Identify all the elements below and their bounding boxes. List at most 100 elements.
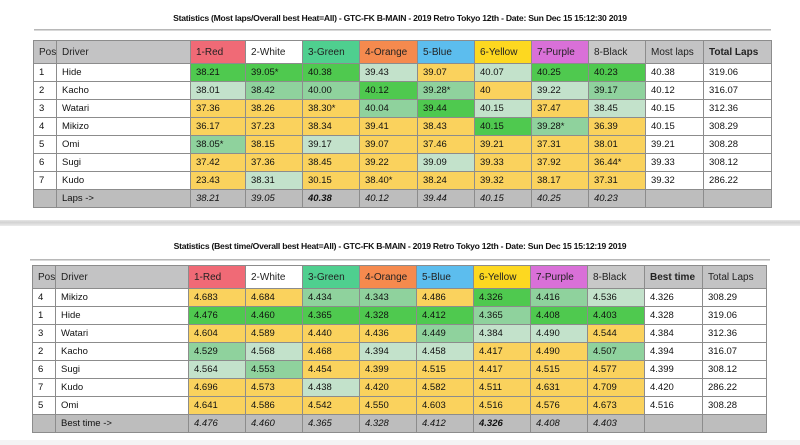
heat-cell: 39.32 [474, 171, 532, 190]
column-header-heat-5-blue[interactable]: 5-Blue [417, 40, 475, 64]
most-laps-table: Pos Driver 1-Red 2-White 3-Green 4-Orange 5-Bl… [33, 40, 772, 208]
column-header-heat-8-black[interactable]: 8-Black [588, 40, 646, 64]
heat-cell: 4.576 [530, 396, 588, 415]
column-header-heat-6-yellow[interactable]: 6-Yellow [474, 40, 532, 64]
column-header-driver[interactable]: Driver [56, 40, 191, 64]
table-row: 3 Watari 37.36 38.26 38.30* 40.04 39.44 40.15 37… [33, 99, 772, 118]
heat-cell: 40.23 [588, 63, 646, 82]
heat-cell: 4.589 [245, 324, 303, 343]
heat-cell: 38.34 [302, 117, 360, 136]
heat-cell: 39.44 [417, 99, 475, 118]
footer-best-cell: 39.44 [417, 189, 475, 208]
pos-cell: 6 [33, 153, 57, 172]
heat-cell: 39.22 [531, 81, 589, 100]
footer-best-cell: 40.12 [359, 189, 418, 208]
footer-best-cell: 4.460 [245, 414, 303, 433]
pos-cell: 3 [33, 99, 57, 118]
pos-cell: 1 [32, 306, 56, 325]
table-row: 7 Kudo 4.696 4.573 4.438 4.420 4.582 4.511 4.631… [32, 378, 767, 397]
heat-cell: 37.42 [190, 153, 246, 172]
footer-blank-cell [703, 189, 772, 208]
column-header-heat-8-black[interactable]: 8-Black [587, 265, 645, 289]
summary-cell: 40.15 [645, 117, 704, 136]
heat-cell: 38.43 [417, 117, 475, 136]
title-divider [30, 259, 770, 260]
heat-cell: 38.45 [588, 99, 646, 118]
driver-cell: Mikizo [56, 117, 191, 136]
column-header-summary[interactable]: Best time [644, 265, 703, 289]
pos-cell: 7 [33, 171, 57, 190]
heat-cell: 38.01 [190, 81, 246, 100]
column-header-heat-1-red[interactable]: 1-Red [188, 265, 246, 289]
heat-cell: 39.09 [417, 153, 475, 172]
heat-cell: 4.641 [188, 396, 246, 415]
column-header-pos[interactable]: Pos [33, 40, 57, 64]
footer-best-cell: 39.05 [245, 189, 303, 208]
column-header-total-laps[interactable]: Total Laps [702, 265, 767, 289]
heat-cell: 4.434 [302, 288, 360, 307]
footer-best-cell: 4.365 [302, 414, 360, 433]
column-header-heat-5-blue[interactable]: 5-Blue [416, 265, 474, 289]
heat-cell: 37.46 [417, 135, 475, 154]
heat-cell: 38.40* [359, 171, 418, 190]
best-time-sheet: Statistics (Best time/Overall best Heat=… [0, 226, 800, 440]
column-header-driver[interactable]: Driver [55, 265, 189, 289]
column-header-heat-6-yellow[interactable]: 6-Yellow [473, 265, 531, 289]
heat-cell: 4.515 [530, 360, 588, 379]
heat-cell: 38.45 [302, 153, 360, 172]
heat-cell: 39.33 [474, 153, 532, 172]
table-row: 5 Omi 38.05* 38.15 39.17 39.07 37.46 39.21 37.31… [33, 135, 772, 154]
heat-cell: 37.92 [531, 153, 589, 172]
column-header-heat-4-orange[interactable]: 4-Orange [359, 40, 418, 64]
heat-cell: 4.468 [302, 342, 360, 361]
summary-cell: 4.328 [644, 306, 703, 325]
heat-cell: 4.438 [302, 378, 360, 397]
column-header-heat-4-orange[interactable]: 4-Orange [359, 265, 417, 289]
heat-cell: 4.460 [245, 306, 303, 325]
heat-cell: 4.683 [188, 288, 246, 307]
total-laps-cell: 308.28 [703, 135, 772, 154]
heat-cell: 38.31 [245, 171, 303, 190]
column-header-heat-7-purple[interactable]: 7-Purple [531, 40, 589, 64]
summary-cell: 4.399 [644, 360, 703, 379]
driver-cell: Kacho [55, 342, 189, 361]
column-header-heat-3-green[interactable]: 3-Green [302, 265, 360, 289]
driver-cell: Hide [56, 63, 191, 82]
heat-cell: 39.07 [359, 135, 418, 154]
footer-best-cell: 40.25 [531, 189, 589, 208]
heat-cell: 4.403 [587, 306, 645, 325]
heat-cell: 38.01 [588, 135, 646, 154]
heat-cell: 38.24 [417, 171, 475, 190]
column-header-summary[interactable]: Most laps [645, 40, 704, 64]
heat-cell: 36.39 [588, 117, 646, 136]
column-header-heat-2-white[interactable]: 2-White [245, 265, 303, 289]
table-row: 2 Kacho 4.529 4.568 4.468 4.394 4.458 4.417 4.49… [32, 342, 767, 361]
column-header-pos[interactable]: Pos [32, 265, 56, 289]
pos-cell: 7 [32, 378, 56, 397]
heat-cell: 4.449 [416, 324, 474, 343]
footer-blank-cell [645, 189, 704, 208]
footer-label: Laps -> [56, 189, 191, 208]
most-laps-title: Statistics (Most laps/Overall best Heat=… [173, 13, 627, 23]
total-laps-cell: 308.12 [703, 153, 772, 172]
summary-cell: 39.32 [645, 171, 704, 190]
column-header-heat-2-white[interactable]: 2-White [245, 40, 303, 64]
column-header-heat-1-red[interactable]: 1-Red [190, 40, 246, 64]
heat-cell: 4.417 [473, 360, 531, 379]
column-header-total-laps[interactable]: Total Laps [703, 40, 772, 64]
table-row: 1 Hide 38.21 39.05* 40.38 39.43 39.07 40.07 40.2… [33, 63, 772, 82]
column-header-heat-7-purple[interactable]: 7-Purple [530, 265, 588, 289]
column-header-heat-3-green[interactable]: 3-Green [302, 40, 360, 64]
footer-best-cell: 40.23 [588, 189, 646, 208]
driver-cell: Kacho [56, 81, 191, 100]
pos-cell: 4 [32, 288, 56, 307]
heat-cell: 4.365 [302, 306, 360, 325]
heat-cell: 4.486 [416, 288, 474, 307]
heat-cell: 38.15 [245, 135, 303, 154]
heat-cell: 4.564 [188, 360, 246, 379]
header-row: Pos Driver 1-Red 2-White 3-Green 4-Orange 5-Bl… [33, 40, 772, 64]
pos-cell: 6 [32, 360, 56, 379]
heat-cell: 4.412 [416, 306, 474, 325]
total-laps-cell: 312.36 [703, 99, 772, 118]
pos-cell: 4 [33, 117, 57, 136]
